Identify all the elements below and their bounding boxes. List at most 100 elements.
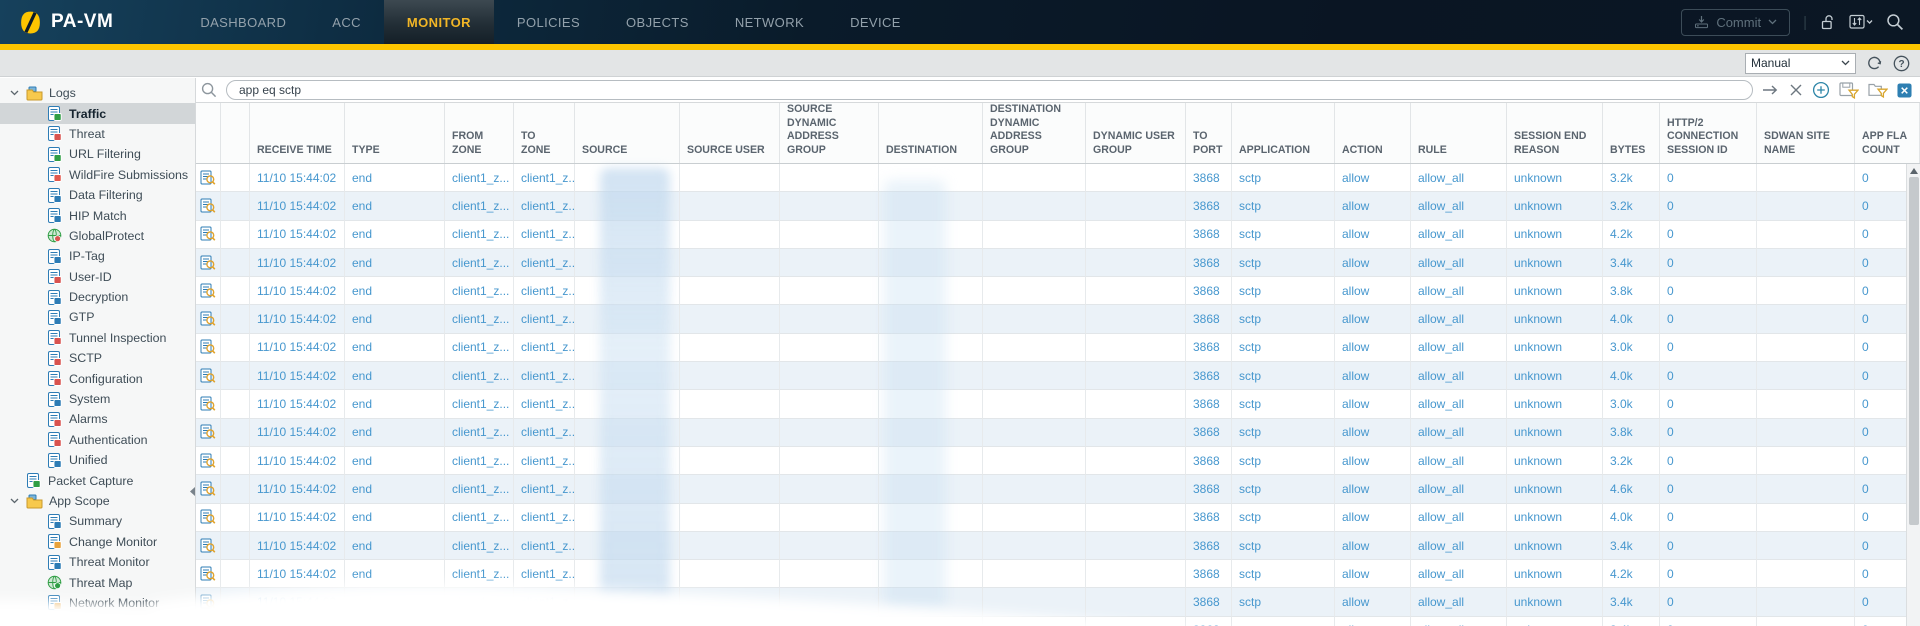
log-detail-icon[interactable] bbox=[200, 368, 216, 384]
sidebar-item-traffic[interactable]: Traffic bbox=[0, 103, 195, 124]
log-detail-icon[interactable] bbox=[200, 453, 216, 469]
sidebar-item-decryption[interactable]: Decryption bbox=[0, 287, 195, 307]
cell-to_zone[interactable]: client1_z... bbox=[514, 560, 575, 589]
sidebar-item-logs[interactable]: Logs bbox=[0, 83, 195, 103]
col-header-sdwan_site_name[interactable]: SDWAN SITE NAME bbox=[1757, 103, 1855, 163]
cell-application[interactable]: sctp bbox=[1232, 390, 1335, 419]
col-header-session_end_reason[interactable]: SESSION END REASON bbox=[1507, 103, 1603, 163]
cell-detail[interactable] bbox=[196, 333, 221, 363]
cell-detail[interactable] bbox=[196, 446, 221, 476]
search-icon[interactable] bbox=[1886, 13, 1904, 31]
col-header-app_flap_count[interactable]: APP FLA COUNT bbox=[1855, 103, 1920, 163]
cell-from_zone[interactable]: client1_z... bbox=[445, 475, 514, 504]
commit-button[interactable]: Commit bbox=[1681, 8, 1791, 36]
cell-rule[interactable]: allow_all bbox=[1411, 616, 1507, 626]
cell-rule[interactable]: allow_all bbox=[1411, 164, 1507, 193]
apply-filter-arrow-icon[interactable] bbox=[1762, 83, 1780, 97]
cell-rule[interactable]: allow_all bbox=[1411, 531, 1507, 561]
cell-rule[interactable]: allow_all bbox=[1411, 248, 1507, 278]
nav-tab-network[interactable]: NETWORK bbox=[734, 14, 805, 30]
cell-rule[interactable]: allow_all bbox=[1411, 333, 1507, 363]
sidebar-item-authentication[interactable]: Authentication bbox=[0, 430, 195, 450]
cell-from_zone[interactable]: client1_z... bbox=[445, 390, 514, 419]
cell-application[interactable]: sctp bbox=[1232, 305, 1335, 334]
cell-application[interactable]: sctp bbox=[1232, 248, 1335, 278]
cell-detail[interactable] bbox=[196, 475, 221, 504]
cell-from_zone[interactable]: client1_z... bbox=[445, 277, 514, 306]
col-header-bytes[interactable]: BYTES bbox=[1603, 103, 1660, 163]
chevron-down-icon[interactable] bbox=[10, 498, 20, 504]
col-header-action[interactable]: ACTION bbox=[1335, 103, 1411, 163]
refresh-interval-select[interactable]: Manual bbox=[1745, 52, 1856, 74]
nav-tab-policies[interactable]: POLICIES bbox=[516, 14, 581, 30]
sidebar-item-truncated[interactable] bbox=[0, 613, 195, 626]
col-header-rule[interactable]: RULE bbox=[1411, 103, 1507, 163]
col-header-http2_session_id[interactable]: HTTP/2 CONNECTION SESSION ID bbox=[1660, 103, 1757, 163]
sidebar-item-packet-capture[interactable]: Packet Capture bbox=[0, 470, 195, 490]
cell-to_zone[interactable]: client1_z... bbox=[514, 418, 575, 447]
col-header-destination[interactable]: DESTINATION bbox=[879, 103, 983, 163]
col-header-source[interactable]: SOURCE bbox=[575, 103, 680, 163]
log-detail-icon[interactable] bbox=[200, 255, 216, 271]
cell-to_zone[interactable]: client1_z... bbox=[514, 503, 575, 532]
cell-to_zone[interactable]: client1_z... bbox=[514, 475, 575, 504]
nav-tab-device[interactable]: DEVICE bbox=[850, 14, 901, 30]
col-header-dyn_user_group[interactable]: DYNAMIC USER GROUP bbox=[1086, 103, 1186, 163]
table-scrollbar[interactable] bbox=[1906, 164, 1920, 626]
nav-tab-acc[interactable]: ACC bbox=[332, 14, 361, 30]
cell-to_zone[interactable]: client1_z... bbox=[514, 220, 575, 249]
cell-detail[interactable] bbox=[196, 248, 221, 278]
cell-from_zone[interactable]: client1_z... bbox=[445, 333, 514, 363]
cell-to_zone[interactable]: client1_z... bbox=[514, 248, 575, 278]
cell-detail[interactable] bbox=[196, 277, 221, 306]
sidebar-item-threat-monitor[interactable]: Threat Monitor bbox=[0, 552, 195, 572]
cell-from_zone[interactable]: client1_z... bbox=[445, 560, 514, 589]
chevron-down-icon[interactable] bbox=[10, 90, 20, 96]
scroll-up-arrow[interactable] bbox=[1909, 168, 1918, 174]
cell-application[interactable]: sctp bbox=[1232, 333, 1335, 363]
cell-to_zone[interactable]: client1_z... bbox=[514, 192, 575, 221]
nav-tab-objects[interactable]: OBJECTS bbox=[626, 14, 689, 30]
cell-from_zone[interactable]: client1_z... bbox=[445, 531, 514, 561]
sidebar-item-sctp[interactable]: SCTP bbox=[0, 348, 195, 368]
col-header-to_port[interactable]: TO PORT bbox=[1186, 103, 1232, 163]
cell-rule[interactable]: allow_all bbox=[1411, 390, 1507, 419]
sidebar-item-system[interactable]: System bbox=[0, 389, 195, 409]
cell-detail[interactable] bbox=[196, 588, 221, 617]
sidebar-item-app-scope[interactable]: App Scope bbox=[0, 491, 195, 511]
cell-to_zone[interactable]: client1_z... bbox=[514, 446, 575, 476]
sidebar-item-network-monitor[interactable]: Network Monitor bbox=[0, 593, 195, 613]
cell-application[interactable]: sctp bbox=[1232, 164, 1335, 193]
cell-rule[interactable]: allow_all bbox=[1411, 446, 1507, 476]
help-icon[interactable]: ? bbox=[1893, 55, 1910, 72]
cell-to_zone[interactable]: client1_z... bbox=[514, 588, 575, 617]
cell-application[interactable]: sctp bbox=[1232, 588, 1335, 617]
cell-application[interactable]: sctp bbox=[1232, 616, 1335, 626]
add-filter-icon[interactable] bbox=[1812, 81, 1830, 99]
cell-application[interactable]: sctp bbox=[1232, 560, 1335, 589]
cell-rule[interactable]: allow_all bbox=[1411, 560, 1507, 589]
refresh-icon[interactable] bbox=[1866, 55, 1883, 71]
cell-from_zone[interactable]: client1_z... bbox=[445, 192, 514, 221]
log-detail-icon[interactable] bbox=[200, 594, 216, 610]
log-detail-icon[interactable] bbox=[200, 198, 216, 214]
cell-detail[interactable] bbox=[196, 616, 221, 626]
log-detail-icon[interactable] bbox=[200, 283, 216, 299]
log-detail-icon[interactable] bbox=[200, 170, 216, 186]
cell-from_zone[interactable]: client1_z... bbox=[445, 248, 514, 278]
log-detail-icon[interactable] bbox=[200, 622, 216, 626]
sidebar-item-threat-map[interactable]: Threat Map bbox=[0, 572, 195, 592]
cell-detail[interactable] bbox=[196, 220, 221, 249]
sidebar-item-alarms[interactable]: Alarms bbox=[0, 409, 195, 429]
cell-rule[interactable]: allow_all bbox=[1411, 418, 1507, 447]
sidebar-item-configuration[interactable]: Configuration bbox=[0, 368, 195, 388]
cell-application[interactable]: sctp bbox=[1232, 362, 1335, 391]
log-detail-icon[interactable] bbox=[200, 566, 216, 582]
log-detail-icon[interactable] bbox=[200, 339, 216, 355]
cell-detail[interactable] bbox=[196, 390, 221, 419]
